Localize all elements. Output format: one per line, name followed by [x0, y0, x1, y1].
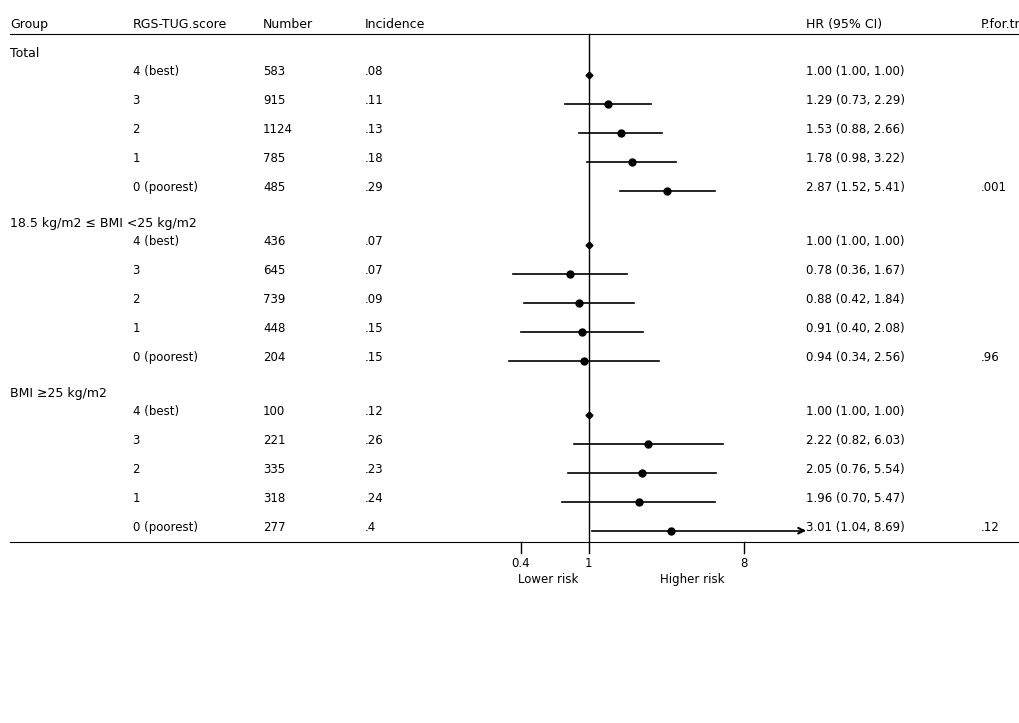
Text: 0 (poorest): 0 (poorest)	[132, 351, 198, 364]
Text: .001: .001	[980, 181, 1006, 194]
Text: 448: 448	[263, 322, 285, 335]
Text: .07: .07	[365, 264, 383, 277]
Text: 2: 2	[132, 463, 140, 476]
Text: 0.94 (0.34, 2.56): 0.94 (0.34, 2.56)	[805, 351, 904, 364]
Text: 4 (best): 4 (best)	[132, 405, 178, 418]
Text: 0.91 (0.40, 2.08): 0.91 (0.40, 2.08)	[805, 322, 904, 335]
Text: 335: 335	[263, 463, 285, 476]
Text: .13: .13	[365, 123, 383, 136]
Text: 3: 3	[132, 434, 140, 447]
Text: 1.29 (0.73, 2.29): 1.29 (0.73, 2.29)	[805, 94, 904, 107]
Text: .15: .15	[365, 322, 383, 335]
Text: 645: 645	[263, 264, 285, 277]
Text: 1.00 (1.00, 1.00): 1.00 (1.00, 1.00)	[805, 235, 904, 248]
Text: 2: 2	[132, 293, 140, 306]
Text: 0.78 (0.36, 1.67): 0.78 (0.36, 1.67)	[805, 264, 904, 277]
Text: .96: .96	[980, 351, 999, 364]
Text: 3.01 (1.04, 8.69): 3.01 (1.04, 8.69)	[805, 521, 904, 534]
Text: RGS-TUG.score: RGS-TUG.score	[132, 18, 226, 31]
Text: 318: 318	[263, 492, 285, 505]
Text: 3: 3	[132, 264, 140, 277]
Text: 0 (poorest): 0 (poorest)	[132, 181, 198, 194]
Text: 4 (best): 4 (best)	[132, 65, 178, 78]
Text: 485: 485	[263, 181, 285, 194]
Text: .09: .09	[365, 293, 383, 306]
Text: 0.4: 0.4	[511, 557, 530, 570]
Text: 1124: 1124	[263, 123, 292, 136]
Text: .29: .29	[365, 181, 383, 194]
Text: 1: 1	[585, 557, 592, 570]
Text: 0.88 (0.42, 1.84): 0.88 (0.42, 1.84)	[805, 293, 904, 306]
Text: 1: 1	[132, 322, 140, 335]
Text: 221: 221	[263, 434, 285, 447]
Text: P.for.trend: P.for.trend	[980, 18, 1019, 31]
Text: 1.78 (0.98, 3.22): 1.78 (0.98, 3.22)	[805, 152, 904, 165]
Text: 2.87 (1.52, 5.41): 2.87 (1.52, 5.41)	[805, 181, 904, 194]
Text: 1: 1	[132, 492, 140, 505]
Text: 8: 8	[740, 557, 747, 570]
Text: 100: 100	[263, 405, 285, 418]
Text: 583: 583	[263, 65, 285, 78]
Text: 204: 204	[263, 351, 285, 364]
Text: Total: Total	[10, 47, 40, 60]
Text: Lower risk: Lower risk	[518, 573, 578, 586]
Text: .18: .18	[365, 152, 383, 165]
Text: 436: 436	[263, 235, 285, 248]
Text: 739: 739	[263, 293, 285, 306]
Text: .12: .12	[365, 405, 383, 418]
Text: .11: .11	[365, 94, 383, 107]
Text: 1.53 (0.88, 2.66): 1.53 (0.88, 2.66)	[805, 123, 904, 136]
Text: .15: .15	[365, 351, 383, 364]
Text: .24: .24	[365, 492, 383, 505]
Text: 18.5 kg/m2 ≤ BMI <25 kg/m2: 18.5 kg/m2 ≤ BMI <25 kg/m2	[10, 217, 197, 230]
Text: .23: .23	[365, 463, 383, 476]
Text: 2.05 (0.76, 5.54): 2.05 (0.76, 5.54)	[805, 463, 904, 476]
Text: BMI ≥25 kg/m2: BMI ≥25 kg/m2	[10, 387, 107, 400]
Text: HR (95% CI): HR (95% CI)	[805, 18, 881, 31]
Text: 3: 3	[132, 94, 140, 107]
Text: Number: Number	[263, 18, 313, 31]
Text: 915: 915	[263, 94, 285, 107]
Text: 785: 785	[263, 152, 285, 165]
Text: 1: 1	[132, 152, 140, 165]
Text: 1.00 (1.00, 1.00): 1.00 (1.00, 1.00)	[805, 65, 904, 78]
Text: .12: .12	[980, 521, 999, 534]
Text: Higher risk: Higher risk	[659, 573, 723, 586]
Text: 2: 2	[132, 123, 140, 136]
Text: 1.96 (0.70, 5.47): 1.96 (0.70, 5.47)	[805, 492, 904, 505]
Text: .08: .08	[365, 65, 383, 78]
Text: 2.22 (0.82, 6.03): 2.22 (0.82, 6.03)	[805, 434, 904, 447]
Text: 0 (poorest): 0 (poorest)	[132, 521, 198, 534]
Text: 4 (best): 4 (best)	[132, 235, 178, 248]
Text: Incidence: Incidence	[365, 18, 425, 31]
Text: .26: .26	[365, 434, 383, 447]
Text: .07: .07	[365, 235, 383, 248]
Text: Group: Group	[10, 18, 48, 31]
Text: 1.00 (1.00, 1.00): 1.00 (1.00, 1.00)	[805, 405, 904, 418]
Text: .4: .4	[365, 521, 376, 534]
Text: 277: 277	[263, 521, 285, 534]
